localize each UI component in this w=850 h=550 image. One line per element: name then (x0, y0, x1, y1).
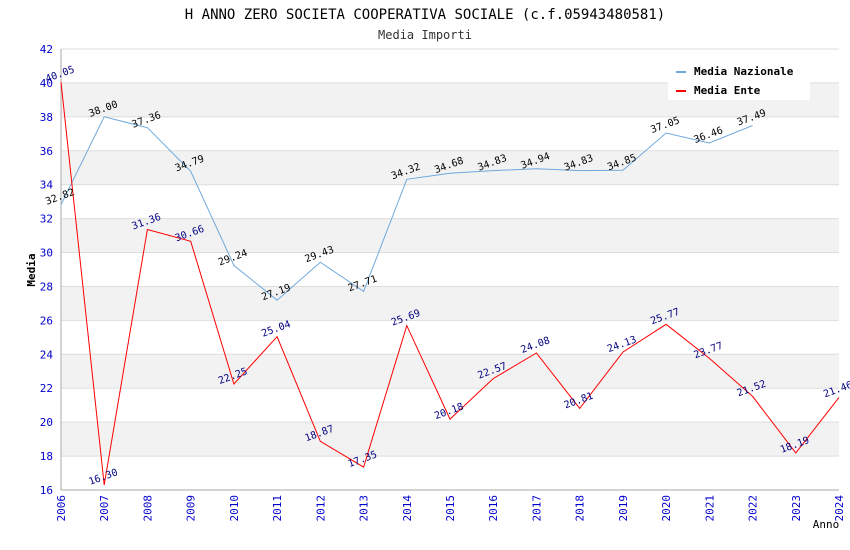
y-tick-label: 28 (40, 280, 53, 293)
plot-bands (61, 82, 839, 457)
x-tick-label: 2008 (141, 495, 154, 522)
axes (60, 49, 839, 491)
plot-band (61, 354, 839, 389)
data-label: 37.05 (649, 115, 681, 136)
legend-label-media-ente: Media Ente (694, 84, 761, 97)
chart-subtitle: Media Importi (378, 28, 472, 42)
y-tick-label: 38 (40, 111, 53, 124)
legend-label-media-nazionale: Media Nazionale (694, 65, 794, 78)
legend-box (668, 60, 810, 100)
y-tick-label: 36 (40, 145, 53, 158)
y-tick-label: 32 (40, 213, 53, 226)
y-tick-label: 16 (40, 484, 53, 497)
x-tick-label: 2015 (444, 495, 457, 522)
x-axis-title: Anno (813, 518, 840, 531)
y-tick-label: 22 (40, 382, 53, 395)
x-tick-label: 2024 (833, 495, 846, 522)
y-tick-label: 20 (40, 416, 53, 429)
plot-band (61, 150, 839, 185)
y-tick-label: 34 (40, 179, 54, 192)
x-tick-label: 2020 (660, 495, 673, 522)
y-tick-label: 26 (40, 314, 53, 327)
y-tick-label: 42 (40, 43, 53, 56)
plot-band (61, 218, 839, 253)
series-line-media-ente (60, 82, 840, 485)
x-tick-label: 2019 (617, 495, 630, 522)
y-tick-label: 30 (40, 247, 53, 260)
data-label: 24.13 (606, 334, 638, 355)
y-tick-label: 24 (40, 348, 54, 361)
plot-band (61, 422, 839, 457)
data-label: 16.30 (87, 467, 119, 488)
x-tick-label: 2017 (530, 495, 543, 522)
data-label: 20.18 (433, 401, 465, 422)
data-label: 24.08 (520, 335, 552, 356)
plot-band (61, 286, 839, 321)
x-tick-label: 2007 (98, 495, 111, 522)
y-tick-label: 18 (40, 450, 53, 463)
x-tick-label: 2013 (358, 495, 371, 522)
x-tick-label: 2006 (55, 495, 68, 522)
data-label: 25.04 (260, 319, 292, 340)
x-tick-label: 2018 (574, 495, 587, 522)
x-tick-label: 2012 (314, 495, 327, 522)
x-tick-label: 2016 (487, 495, 500, 522)
x-tick-label: 2021 (703, 495, 716, 522)
y-axis-ticks: 16 18 20 22 24 26 28 30 32 34 36 38 40 42 (40, 43, 54, 497)
x-tick-label: 2009 (185, 495, 198, 522)
x-tick-label: 2022 (747, 495, 760, 522)
y-tick-label: 40 (40, 77, 53, 90)
series-line-media-nazionale (60, 116, 753, 301)
chart-title: H ANNO ZERO SOCIETA COOPERATIVA SOCIALE … (185, 7, 665, 23)
x-tick-label: 2023 (790, 495, 803, 522)
series-lines (60, 82, 840, 485)
y-axis-title: Media (25, 253, 38, 286)
data-label: 40.05 (44, 64, 76, 85)
x-axis-ticks: 2006 2007 2008 2009 2010 2011 2012 2013 2014 2015… (55, 495, 846, 522)
legend: Media Nazionale Media Ente (668, 60, 810, 100)
x-tick-label: 2014 (401, 495, 414, 522)
x-tick-label: 2010 (228, 495, 241, 522)
x-tick-label: 2011 (271, 495, 284, 522)
data-label: 20.81 (563, 391, 595, 412)
